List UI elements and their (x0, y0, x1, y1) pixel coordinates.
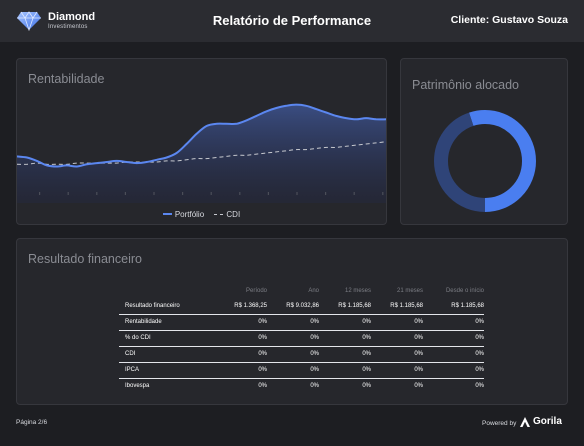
table-cell: 0% (423, 330, 484, 347)
table-cell: R$ 1.185,68 (371, 298, 423, 315)
table-cell: 0% (203, 330, 267, 347)
resultado-title: Resultado financeiro (28, 252, 142, 266)
x-axis-tick (39, 192, 41, 195)
x-axis-tick (182, 192, 184, 195)
brand-name: Diamond (48, 11, 96, 23)
report-header: Diamond Investimentos Relatório de Perfo… (0, 0, 584, 42)
table-cell: 0% (267, 330, 319, 347)
table-cell: 0% (203, 314, 267, 331)
table-cell: 0% (310, 383, 319, 390)
table-cell: 0% (371, 330, 423, 347)
table-cell: 0% (319, 362, 371, 379)
chart-legend: Portfólio CDI (17, 208, 386, 219)
cdi-swatch (214, 214, 224, 215)
column-header-inicio: Desde o início (445, 287, 484, 294)
table-cell: 0% (203, 362, 267, 379)
x-axis-tick (124, 192, 126, 195)
table-cell: 0% (267, 362, 319, 379)
table-cell: R$ 1.368,25 (203, 298, 267, 315)
cdi-series-line (17, 141, 386, 165)
table-cell: 0% (423, 362, 484, 379)
donut-slice (434, 110, 536, 212)
table-row: Resultado financeiro R$ 1.368,25 R$ 9.03… (119, 298, 484, 315)
row-label: IPCA (119, 362, 203, 379)
page-number: Página 2/6 (16, 419, 48, 426)
x-axis-tick (96, 192, 98, 195)
row-label: Ibovespa (125, 383, 150, 390)
x-axis-tick (353, 192, 355, 195)
table-cell: R$ 1.185,68 (319, 298, 371, 315)
row-label: Rentabilidade (119, 314, 203, 331)
patrimonio-title: Patrimônio alocado (412, 78, 520, 92)
column-header (119, 283, 203, 298)
table-row: Ibovespa 0% 0% 0% 0% 0% (119, 378, 484, 394)
row-label: % do CDI (119, 330, 203, 347)
resultado-card: Resultado financeiro Período Ano 12 mese… (16, 238, 568, 405)
portfolio-swatch (162, 213, 172, 215)
powered-by-label: Powered by (482, 420, 517, 427)
legend-cdi-label: CDI (226, 210, 241, 219)
column-header-periodo: Período (245, 287, 267, 294)
brand-subtitle: Investimentos (48, 24, 88, 30)
table-cell: 0% (371, 346, 423, 363)
table-cell: 0% (267, 314, 319, 331)
table-row: CDI 0% 0% 0% 0% 0% (119, 346, 484, 363)
legend-portfolio-label: Portfólio (174, 209, 205, 219)
table-cell: 0% (371, 314, 423, 331)
table-cell: 0% (371, 362, 423, 379)
legend-portfolio: Portfólio (162, 209, 205, 219)
patrimonio-card: Patrimônio alocado (400, 58, 568, 225)
gorila-brand-name: Gorila (533, 416, 562, 427)
column-header-ano: Ano (308, 287, 319, 294)
table-row: Rentabilidade 0% 0% 0% 0% 0% (119, 314, 484, 331)
column-header-21m: 21 meses (396, 287, 423, 294)
x-axis-tick (67, 192, 69, 195)
table-cell: 0% (362, 383, 371, 390)
x-axis-tick (210, 192, 212, 195)
row-label: CDI (119, 346, 203, 363)
column-header-12m: 12 meses (344, 287, 371, 294)
row-label: Resultado financeiro (119, 298, 203, 315)
table-cell: 0% (319, 346, 371, 363)
table-cell: 0% (258, 383, 267, 390)
portfolio-area (17, 104, 386, 203)
table-cell: 0% (423, 346, 484, 363)
x-axis-tick (296, 192, 298, 195)
table-header-row: Período Ano 12 meses 21 meses Desde o in… (119, 283, 484, 298)
x-axis-tick (153, 192, 155, 195)
legend-cdi: CDI (214, 210, 240, 219)
rentabilidade-chart (17, 103, 386, 203)
gorila-logo-icon (520, 417, 530, 427)
portfolio-series-line (17, 103, 386, 168)
report-title: Relatório de Performance (212, 13, 372, 28)
allocation-donut-chart (434, 110, 536, 212)
x-axis-tick (382, 192, 384, 195)
table-row: IPCA 0% 0% 0% 0% 0% (119, 362, 484, 379)
table-cell: 0% (203, 346, 267, 363)
table-row: % do CDI 0% 0% 0% 0% 0% (119, 330, 484, 347)
table-cell: R$ 1.185,68 (423, 298, 484, 315)
table-cell: 0% (319, 330, 371, 347)
table-cell: 0% (414, 383, 423, 390)
table-cell: 0% (319, 314, 371, 331)
diamond-icon (17, 11, 41, 31)
resultado-table: Período Ano 12 meses 21 meses Desde o in… (119, 283, 484, 394)
table-cell: 0% (475, 383, 484, 390)
client-name: Cliente: Gustavo Souza (450, 14, 568, 26)
rentabilidade-title: Rentabilidade (28, 72, 105, 86)
rentabilidade-card: Rentabilidade Portfólio CDI (16, 58, 387, 225)
x-axis-tick (267, 192, 269, 195)
x-axis-tick (239, 192, 241, 195)
table-cell: R$ 9.032,86 (267, 298, 319, 315)
table-cell: 0% (423, 314, 484, 331)
table-cell: 0% (267, 346, 319, 363)
x-axis-tick (325, 192, 327, 195)
